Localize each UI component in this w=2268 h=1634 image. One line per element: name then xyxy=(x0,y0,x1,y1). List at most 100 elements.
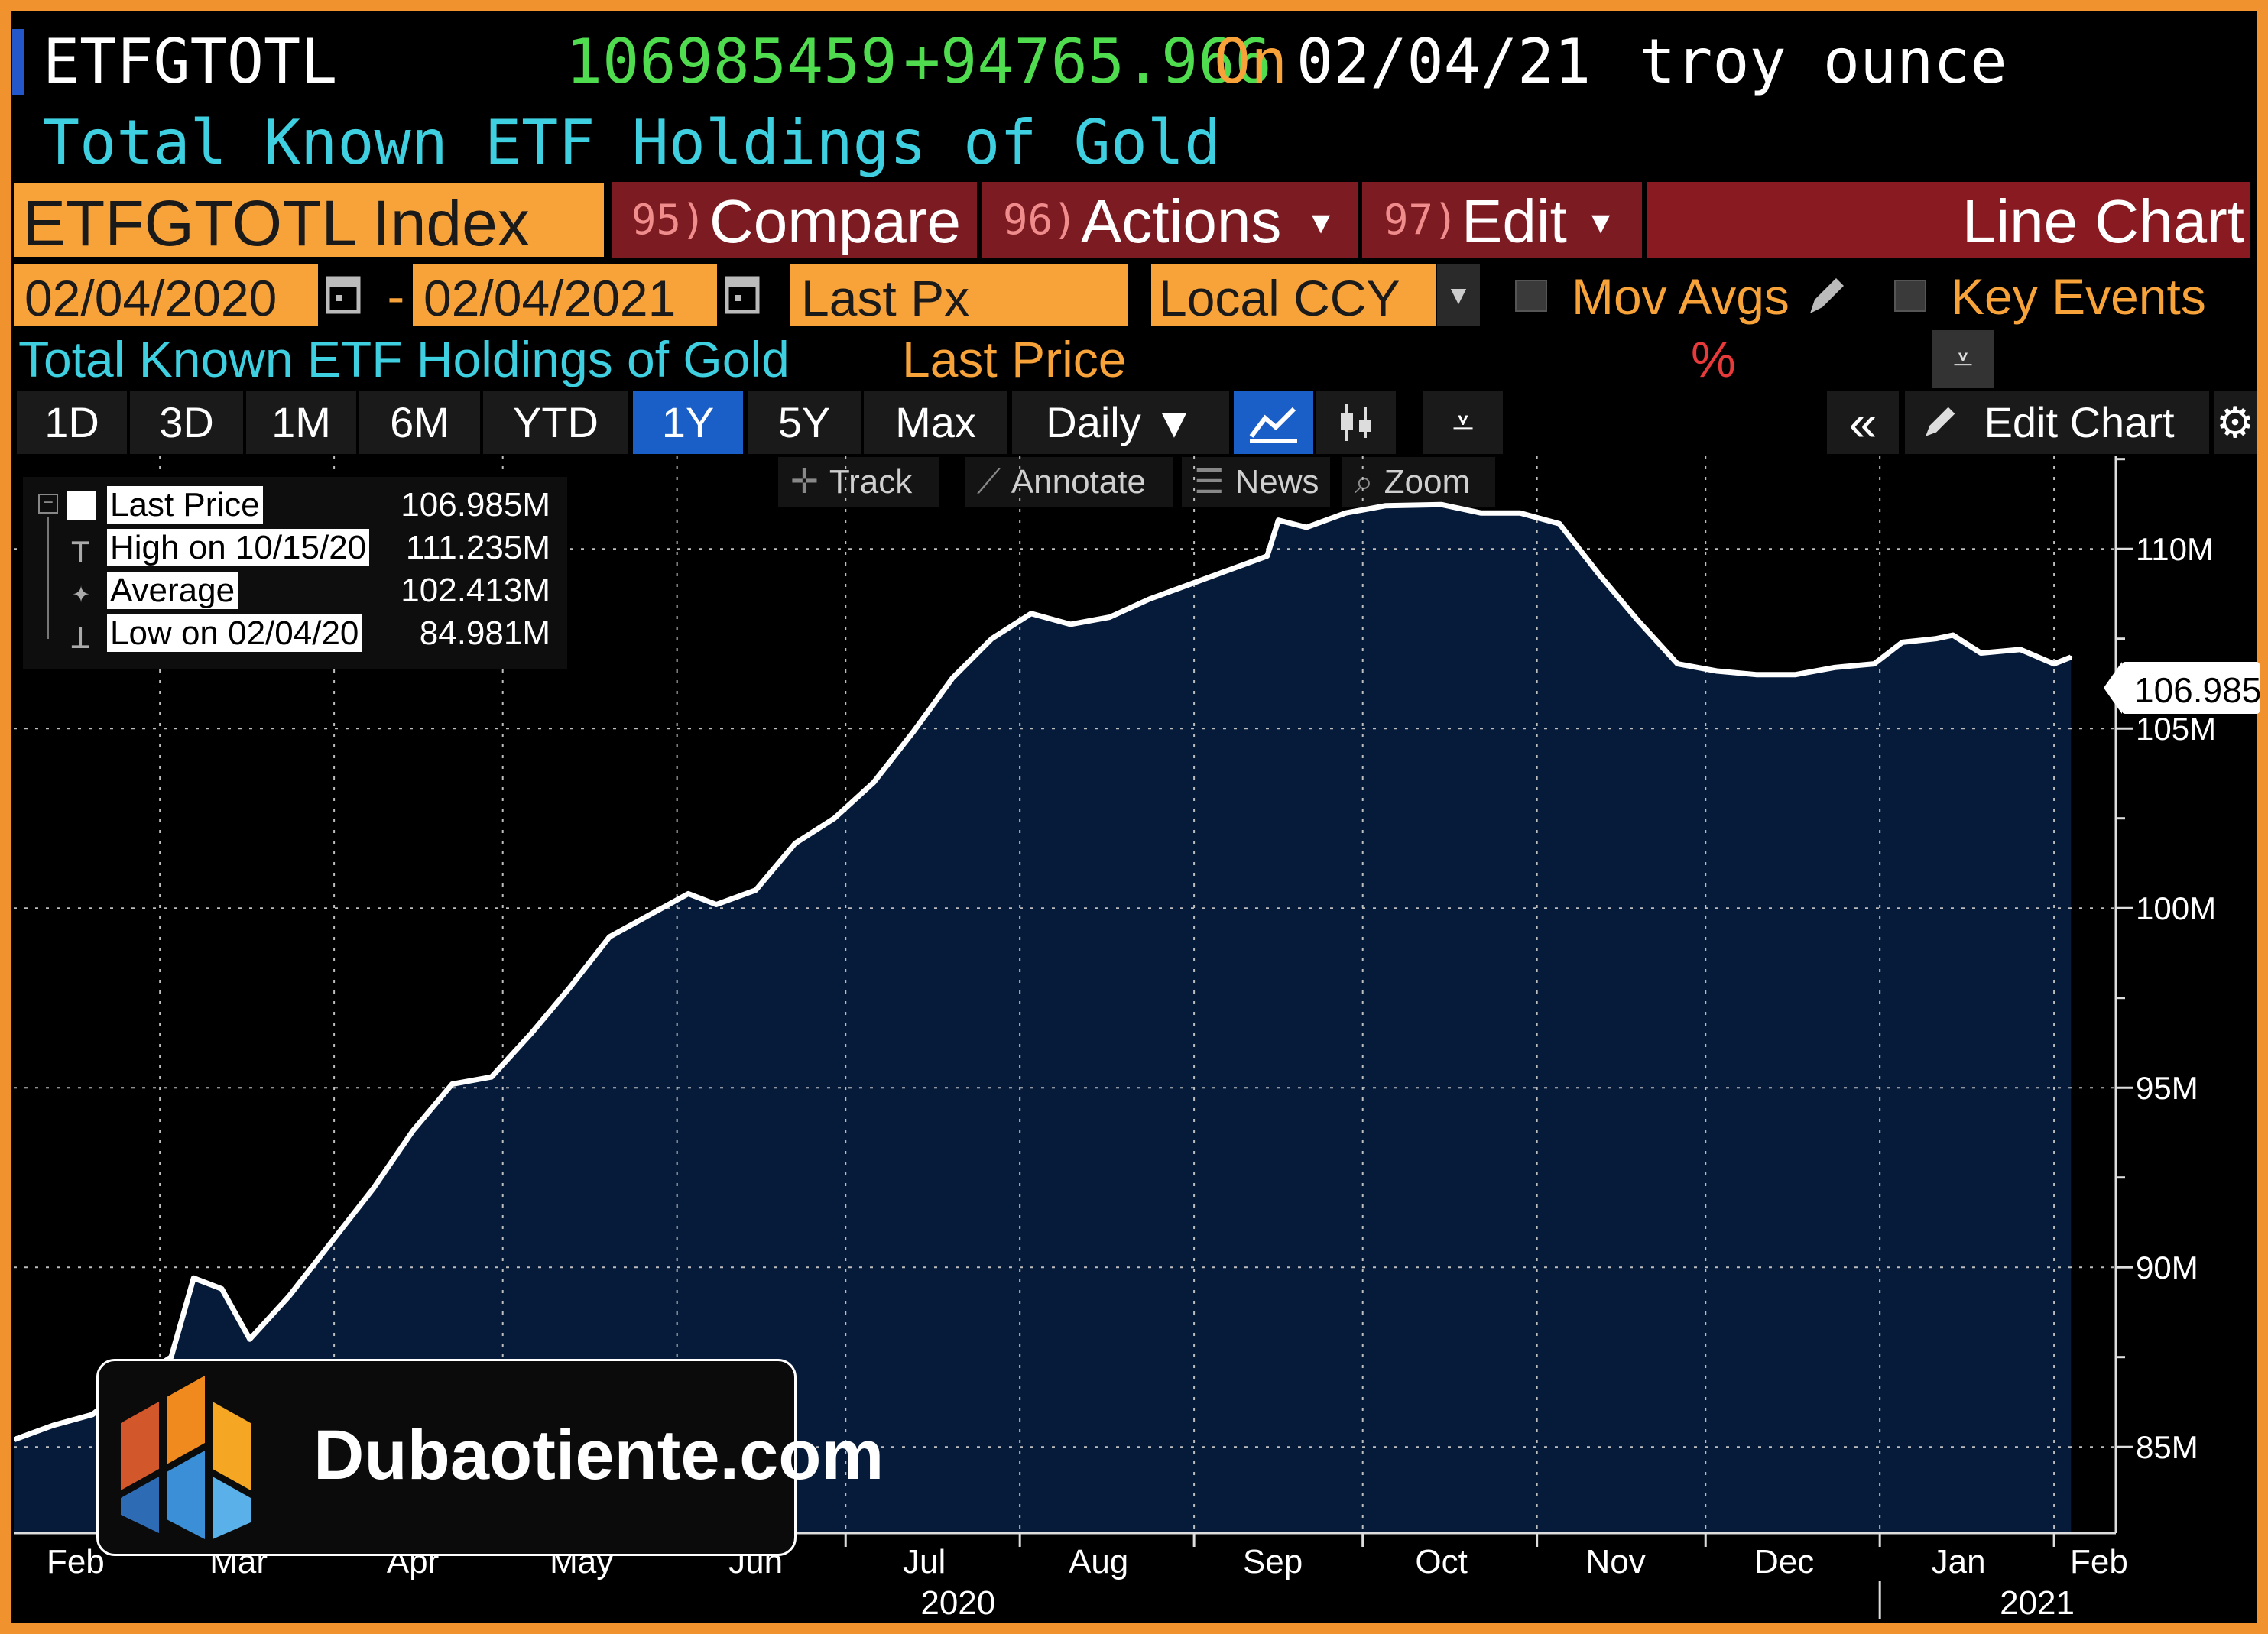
data-point xyxy=(2052,662,2056,666)
data-point xyxy=(490,1075,493,1079)
data-point xyxy=(1226,569,1230,572)
edit-button[interactable]: 97) Edit ▼ xyxy=(1362,182,1642,258)
end-date-field[interactable]: 02/04/2021 xyxy=(413,264,717,326)
chart-options-icon[interactable]: ⩡ xyxy=(1423,391,1503,454)
start-calendar-icon[interactable] xyxy=(326,272,361,315)
period-tab-6m[interactable]: 6M xyxy=(359,391,480,454)
quote-date: 02/04/21 xyxy=(1296,26,1591,97)
data-point xyxy=(529,1032,533,1036)
track-tool-button[interactable]: ✛ Track xyxy=(778,457,939,507)
mov-avgs-label: Mov Avgs xyxy=(1572,268,1789,325)
key-events-checkbox[interactable] xyxy=(1894,280,1926,312)
edit-label: Edit xyxy=(1462,187,1567,255)
edit-chevron-down-icon: ▼ xyxy=(1591,205,1611,240)
security-input-text: ETFGTOTL Index xyxy=(23,187,530,259)
data-point xyxy=(793,841,797,845)
security-description: Total Known ETF Holdings of Gold xyxy=(43,107,1222,178)
frequency-selector[interactable]: Daily ▼ xyxy=(1012,391,1229,454)
field-selector[interactable]: Last Px xyxy=(790,264,1128,326)
data-point xyxy=(1069,622,1072,626)
data-point xyxy=(1277,518,1280,522)
line-style-icon[interactable] xyxy=(1234,391,1313,454)
candlestick-icon[interactable] xyxy=(1316,391,1396,454)
zoom-label: Zoom xyxy=(1384,463,1471,501)
data-point xyxy=(1951,634,1955,637)
data-point xyxy=(1979,651,1983,655)
currency-selector-value: Local CCY xyxy=(1159,270,1400,326)
annotate-tool-button[interactable]: ⟋ Annotate xyxy=(965,457,1173,507)
compare-button[interactable]: 95) Compare xyxy=(612,182,977,258)
x-tick-label: Nov xyxy=(1585,1543,1645,1581)
data-point xyxy=(1186,583,1190,587)
annotate-icon: ⟋ xyxy=(977,463,1001,501)
data-point xyxy=(1597,572,1601,576)
data-point xyxy=(220,1287,224,1291)
data-point xyxy=(1558,522,1562,526)
ticker-symbol: ETFGTOTL xyxy=(43,26,338,97)
pencil-icon[interactable] xyxy=(1804,269,1850,319)
legend-label: Last Price xyxy=(107,486,263,524)
end-calendar-icon[interactable] xyxy=(725,272,760,315)
legend-collapse-icon[interactable]: − xyxy=(38,494,58,514)
last-value-tag xyxy=(2122,662,2260,714)
period-tab-3d[interactable]: 3D xyxy=(130,391,243,454)
collapse-menu-icon[interactable]: ⩡ xyxy=(1932,330,1994,388)
mov-avgs-checkbox[interactable] xyxy=(1515,280,1547,312)
edit-chart-pencil-icon xyxy=(1922,394,1961,457)
last-value-tag-text: 106.985 xyxy=(2134,670,2260,710)
actions-chevron-down-icon: ▼ xyxy=(1312,205,1331,240)
range-separator: - xyxy=(381,267,411,326)
x-tick-label: Oct xyxy=(1415,1543,1467,1581)
data-point xyxy=(287,1294,291,1298)
currency-selector[interactable]: Local CCY xyxy=(1151,264,1436,326)
y-tick-label: 95M xyxy=(2136,1070,2198,1106)
data-point xyxy=(248,1337,251,1341)
data-point xyxy=(1833,666,1837,669)
zoom-tool-button[interactable]: ⌕ Zoom xyxy=(1342,457,1495,507)
data-point xyxy=(1715,669,1718,673)
start-date-field[interactable]: 02/04/2020 xyxy=(14,264,318,326)
data-point xyxy=(1479,511,1483,515)
data-point xyxy=(90,1412,94,1416)
actions-label: Actions xyxy=(1081,187,1282,255)
period-tab-max[interactable]: Max xyxy=(864,391,1007,454)
collapse-panel-icon[interactable]: « xyxy=(1827,391,1899,454)
watermark-text: Dubaotiente.com xyxy=(313,1416,884,1494)
y-tick-label: 85M xyxy=(2136,1429,2198,1465)
news-tool-button[interactable]: ☰ News xyxy=(1182,457,1330,507)
period-tab-ytd[interactable]: YTD xyxy=(483,391,628,454)
data-point xyxy=(715,903,719,906)
actions-button[interactable]: 96) Actions ▼ xyxy=(982,182,1358,258)
track-label: Track xyxy=(829,463,913,501)
compare-label: Compare xyxy=(709,187,962,255)
period-tab-1m[interactable]: 1M xyxy=(246,391,356,454)
edit-chart-button[interactable]: Edit Chart xyxy=(1905,391,2209,454)
data-point xyxy=(372,1186,375,1190)
settings-gear-icon[interactable]: ⚙ xyxy=(2214,391,2257,454)
period-tab-1d[interactable]: 1D xyxy=(17,391,127,454)
series-description: Total Known ETF Holdings of Gold xyxy=(18,331,790,387)
data-point xyxy=(754,888,758,892)
currency-dropdown-icon[interactable]: ▼ xyxy=(1437,264,1480,326)
chart-type-label: Line Chart xyxy=(1961,187,2244,255)
high-marker-icon: ⊤ xyxy=(70,532,91,571)
period-tab-5y[interactable]: 5Y xyxy=(748,391,861,454)
x-tick-label: Dec xyxy=(1754,1543,1814,1581)
chart-type-button[interactable]: Line Chart xyxy=(1647,182,2250,258)
legend-swatch xyxy=(67,491,96,520)
period-tab-1y[interactable]: 1Y xyxy=(633,391,743,454)
unit-label: troy ounce xyxy=(1639,26,2007,97)
watermark-logo xyxy=(113,1370,274,1545)
data-point xyxy=(1793,673,1797,676)
field-selector-value: Last Px xyxy=(801,270,970,326)
percent-toggle[interactable]: % xyxy=(1691,331,1736,387)
data-point xyxy=(1147,598,1151,601)
data-point xyxy=(411,1129,415,1133)
low-marker-icon: ⊥ xyxy=(70,618,91,657)
data-point xyxy=(647,913,651,917)
security-input[interactable]: ETFGTOTL Index xyxy=(14,183,604,259)
data-point xyxy=(1439,503,1443,507)
year-label: 2020 xyxy=(920,1584,995,1622)
data-point xyxy=(911,730,915,734)
